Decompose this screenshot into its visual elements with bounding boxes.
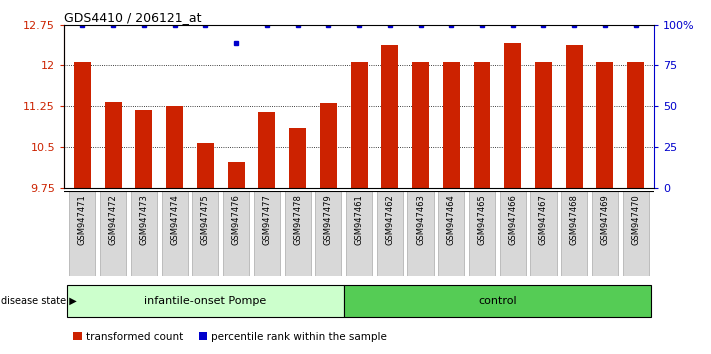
FancyBboxPatch shape xyxy=(315,191,341,276)
Bar xyxy=(351,62,368,188)
Legend: transformed count, percentile rank within the sample: transformed count, percentile rank withi… xyxy=(69,327,391,346)
Text: GSM947468: GSM947468 xyxy=(570,195,579,245)
FancyBboxPatch shape xyxy=(592,191,618,276)
Bar xyxy=(320,103,337,188)
FancyBboxPatch shape xyxy=(623,191,648,276)
Bar xyxy=(535,62,552,188)
FancyBboxPatch shape xyxy=(469,191,495,276)
FancyBboxPatch shape xyxy=(254,191,280,276)
FancyBboxPatch shape xyxy=(346,191,372,276)
Text: GSM947462: GSM947462 xyxy=(385,195,395,245)
Text: control: control xyxy=(478,296,517,306)
FancyBboxPatch shape xyxy=(161,191,188,276)
Bar xyxy=(197,143,214,188)
Text: GSM947466: GSM947466 xyxy=(508,195,517,245)
FancyBboxPatch shape xyxy=(438,191,464,276)
Bar xyxy=(258,112,275,188)
Bar xyxy=(597,62,614,188)
Text: GSM947474: GSM947474 xyxy=(170,195,179,245)
Text: GSM947469: GSM947469 xyxy=(601,195,609,245)
Text: GSM947467: GSM947467 xyxy=(539,195,548,245)
Text: infantile-onset Pompe: infantile-onset Pompe xyxy=(144,296,267,306)
Text: GDS4410 / 206121_at: GDS4410 / 206121_at xyxy=(64,11,201,24)
Bar xyxy=(474,62,491,188)
FancyBboxPatch shape xyxy=(223,191,249,276)
FancyBboxPatch shape xyxy=(131,191,157,276)
FancyBboxPatch shape xyxy=(343,285,651,317)
FancyBboxPatch shape xyxy=(67,285,343,317)
Text: GSM947464: GSM947464 xyxy=(447,195,456,245)
Bar xyxy=(166,106,183,188)
FancyBboxPatch shape xyxy=(530,191,557,276)
FancyBboxPatch shape xyxy=(192,191,218,276)
Bar xyxy=(412,62,429,188)
Text: GSM947465: GSM947465 xyxy=(478,195,486,245)
FancyBboxPatch shape xyxy=(407,191,434,276)
Text: disease state ▶: disease state ▶ xyxy=(1,296,77,306)
Bar xyxy=(136,110,152,188)
Text: GSM947479: GSM947479 xyxy=(324,195,333,245)
Bar xyxy=(443,62,460,188)
Bar xyxy=(74,62,91,188)
Bar xyxy=(289,128,306,188)
FancyBboxPatch shape xyxy=(70,191,95,276)
Bar xyxy=(381,45,398,188)
FancyBboxPatch shape xyxy=(284,191,311,276)
Text: GSM947475: GSM947475 xyxy=(201,195,210,245)
Text: GSM947478: GSM947478 xyxy=(293,195,302,245)
Bar xyxy=(105,102,122,188)
Bar xyxy=(228,162,245,188)
Text: GSM947461: GSM947461 xyxy=(355,195,363,245)
Text: GSM947476: GSM947476 xyxy=(232,195,240,245)
Text: GSM947477: GSM947477 xyxy=(262,195,272,245)
Text: GSM947473: GSM947473 xyxy=(139,195,149,245)
Bar xyxy=(627,62,644,188)
Text: GSM947471: GSM947471 xyxy=(78,195,87,245)
FancyBboxPatch shape xyxy=(500,191,526,276)
Text: GSM947470: GSM947470 xyxy=(631,195,640,245)
Text: GSM947472: GSM947472 xyxy=(109,195,117,245)
Text: GSM947463: GSM947463 xyxy=(416,195,425,245)
FancyBboxPatch shape xyxy=(561,191,587,276)
Bar xyxy=(566,45,582,188)
FancyBboxPatch shape xyxy=(377,191,403,276)
FancyBboxPatch shape xyxy=(100,191,127,276)
Bar xyxy=(504,43,521,188)
